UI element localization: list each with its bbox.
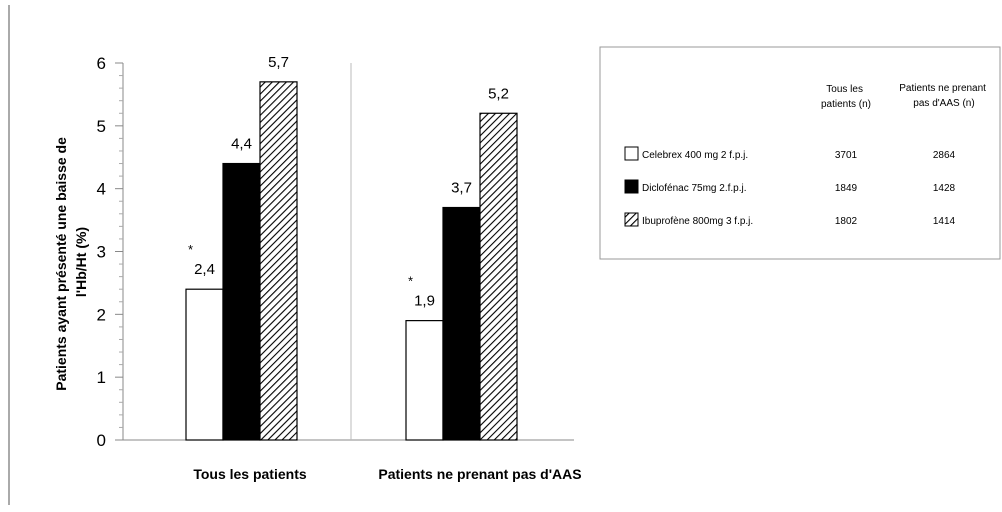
- bars: [185, 81, 518, 441]
- significance-asterisk: *: [408, 274, 413, 289]
- bar-celebrex: [185, 288, 224, 441]
- bar-diclofenac: [442, 206, 481, 441]
- legend-count-all: 1802: [835, 216, 858, 227]
- y-tick-label: 0: [97, 431, 106, 450]
- bar-value-label: 2,4: [194, 261, 215, 278]
- category-label: Patients ne prenant pas d'AAS: [378, 466, 581, 482]
- bar-value-label: 1,9: [414, 293, 435, 310]
- category-label: Tous les patients: [193, 466, 307, 482]
- legend-label-ibuprofene: Ibuprofène 800mg 3 f.p.j.: [642, 216, 753, 227]
- legend-rows: Celebrex 400 mg 2 f.p.j. 3701 2864 Diclofén…: [624, 146, 956, 227]
- bar-value-label: 5,7: [268, 54, 289, 71]
- legend-count-no-aas: 1428: [933, 183, 956, 194]
- y-tick-label: 4: [97, 180, 106, 199]
- bar-ibuprofene: [479, 112, 518, 441]
- legend-header-all-patients: Tous les patients (n): [821, 84, 871, 110]
- legend: Tous les patients (n) Patients ne prenan…: [599, 46, 1001, 260]
- legend-header-no-aas-line-2: pas d'AAS (n): [913, 98, 974, 109]
- legend-header-no-aas: Patients ne prenant pas d'AAS (n): [899, 83, 989, 109]
- legend-count-all: 1849: [835, 183, 858, 194]
- legend-label-diclofenac: Diclofénac 75mg 2.f.p.j.: [642, 183, 747, 194]
- legend-count-no-aas: 2864: [933, 150, 956, 161]
- legend-header-all-patients-line-1: Tous les: [826, 84, 863, 95]
- legend-header-no-aas-line-1: Patients ne prenant: [899, 83, 986, 94]
- data-labels: 2,4*1,9*4,43,75,75,2: [188, 54, 509, 310]
- y-axis-title: Patients ayant présenté une baisse de l'…: [53, 133, 89, 391]
- category-labels: Tous les patients Patients ne prenant pas…: [193, 466, 581, 482]
- y-axis-title-line-1: Patients ayant présenté une baisse de: [53, 137, 69, 391]
- legend-box: [599, 46, 1001, 260]
- y-axis-title-line-2: l'Hb/Ht (%): [73, 227, 89, 297]
- bar-value-label: 4,4: [231, 136, 252, 153]
- y-tick-label: 2: [97, 305, 106, 324]
- significance-asterisk: *: [188, 242, 193, 257]
- legend-swatch-ibuprofene: [624, 212, 639, 227]
- bar-ibuprofene: [259, 81, 298, 441]
- y-tick-label: 3: [97, 243, 106, 262]
- y-tick-label: 1: [97, 368, 106, 387]
- bar-diclofenac: [222, 162, 261, 441]
- legend-count-all: 3701: [835, 150, 858, 161]
- legend-count-no-aas: 1414: [933, 216, 956, 227]
- y-tick-label: 5: [97, 117, 106, 136]
- y-tick-label: 6: [97, 54, 106, 73]
- bar-value-label: 5,2: [488, 85, 509, 102]
- legend-swatch-celebrex: [624, 146, 639, 161]
- bar-celebrex: [405, 320, 444, 441]
- legend-swatch-diclofenac: [624, 179, 639, 194]
- legend-header-all-patients-line-2: patients (n): [821, 99, 871, 110]
- legend-label-celebrex: Celebrex 400 mg 2 f.p.j.: [642, 150, 748, 161]
- bar-value-label: 3,7: [451, 180, 472, 197]
